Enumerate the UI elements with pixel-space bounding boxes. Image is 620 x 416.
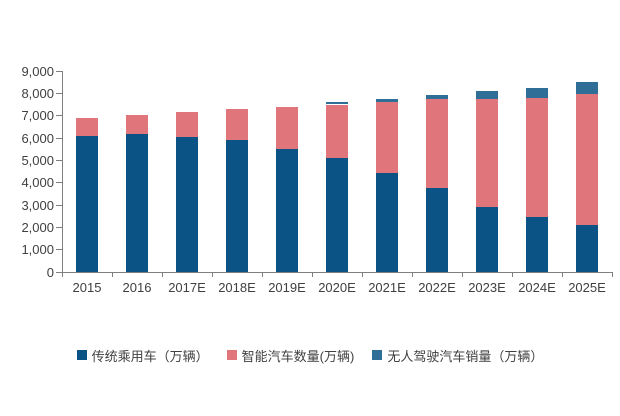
bar-segment-2016-s0: [126, 133, 148, 272]
x-tick: [511, 273, 513, 277]
legend-marker-icon: [76, 350, 87, 360]
y-axis-line: [62, 71, 63, 272]
bar-segment-2015-s0: [76, 135, 98, 272]
bar-segment-2025E-s1: [576, 94, 598, 226]
x-tick-label: 2024E: [518, 280, 556, 295]
y-tick: [56, 115, 62, 117]
x-tick-label: 2022E: [418, 280, 456, 295]
bar-segment-2022E-s0: [426, 188, 448, 272]
x-tick-label: 2020E: [318, 280, 356, 295]
bar-segment-2019E-s1: [276, 106, 298, 150]
legend-label: 传统乘用车（万辆）: [91, 348, 209, 364]
bar-segment-2017E-s1: [176, 112, 198, 137]
x-tick: [611, 273, 613, 277]
legend-label: 无人驾驶汽车销量（万辆）: [387, 348, 544, 364]
x-tick: [411, 273, 413, 277]
bar-segment-2024E-s0: [526, 217, 548, 272]
y-tick-label: 7,000: [21, 108, 54, 124]
x-tick: [111, 273, 113, 277]
legend-label: 智能汽车数量(万辆): [241, 348, 355, 364]
bar-segment-2016-s1: [126, 114, 148, 134]
x-tick: [61, 273, 63, 277]
bar-segment-2018E-s1: [226, 108, 248, 141]
legend-marker-icon: [372, 350, 383, 360]
bar-segment-2021E-s1: [376, 102, 398, 173]
legend-marker-icon: [226, 350, 237, 360]
y-tick-label: 4,000: [21, 175, 54, 191]
bar-segment-2020E-s1: [326, 104, 348, 159]
x-tick-label: 2018E: [218, 280, 256, 295]
x-axis-line: [62, 272, 613, 273]
legend-item-2: 无人驾驶汽车销量（万辆）: [372, 346, 543, 365]
x-tick: [361, 273, 363, 277]
bar-segment-2021E-s0: [376, 172, 398, 272]
y-tick: [56, 204, 62, 206]
bar-segment-2023E-s2: [476, 91, 498, 99]
y-tick: [56, 70, 62, 72]
x-tick-label: 2019E: [268, 280, 306, 295]
bar-segment-2019E-s0: [276, 149, 298, 272]
x-tick: [561, 273, 563, 277]
bar-segment-2022E-s2: [426, 94, 448, 99]
y-tick-label: 2,000: [21, 219, 54, 235]
y-tick-label: 8,000: [21, 85, 54, 101]
x-tick-label: 2017E: [168, 280, 206, 295]
bar-segment-2024E-s2: [526, 87, 548, 98]
bar-segment-2018E-s0: [226, 140, 248, 272]
bar-segment-2024E-s1: [526, 97, 548, 218]
y-tick-label: 5,000: [21, 152, 54, 168]
bar-segment-2015-s1: [76, 117, 98, 136]
y-tick-label: 9,000: [21, 63, 54, 79]
y-tick-label: 1,000: [21, 242, 54, 258]
bar-segment-2022E-s1: [426, 98, 448, 189]
bar-segment-2023E-s1: [476, 98, 498, 208]
y-tick: [56, 159, 62, 161]
legend-item-1: 智能汽车数量(万辆): [226, 346, 355, 365]
plot-area: 0 1,000 2,000 3,000 4,000 5,000 6,000 7,000 8,00…: [21, 63, 613, 295]
y-tick-label: 3,000: [21, 197, 54, 213]
x-tick-label: 2015: [72, 280, 102, 295]
x-tick-label: 2021E: [368, 280, 406, 295]
legend-item-0: 传统乘用车（万辆）: [76, 346, 209, 365]
y-tick: [56, 271, 62, 273]
y-tick: [56, 226, 62, 228]
x-tick: [211, 273, 213, 277]
y-tick: [56, 92, 62, 94]
x-tick: [261, 273, 263, 277]
x-tick-label: 2023E: [468, 280, 506, 295]
x-tick: [461, 273, 463, 277]
bar-segment-2020E-s2: [326, 102, 348, 105]
bar-segment-2025E-s0: [576, 225, 598, 272]
x-tick: [311, 273, 313, 277]
y-tick-label: 0: [46, 264, 54, 280]
y-tick-label: 6,000: [21, 130, 54, 146]
bar-segment-2020E-s0: [326, 158, 348, 272]
y-tick: [56, 182, 62, 184]
legend: 传统乘用车（万辆） 智能汽车数量(万辆) 无人驾驶汽车销量（万辆）: [0, 345, 620, 365]
x-tick-label: 2025E: [568, 280, 606, 295]
bar-segment-2017E-s0: [176, 136, 198, 272]
x-tick: [161, 273, 163, 277]
y-tick: [56, 137, 62, 139]
bar-segment-2021E-s2: [376, 98, 398, 103]
y-tick: [56, 249, 62, 251]
bar-segment-2023E-s0: [476, 207, 498, 272]
bar-segment-2025E-s2: [576, 82, 598, 95]
x-tick-label: 2016: [122, 280, 152, 295]
